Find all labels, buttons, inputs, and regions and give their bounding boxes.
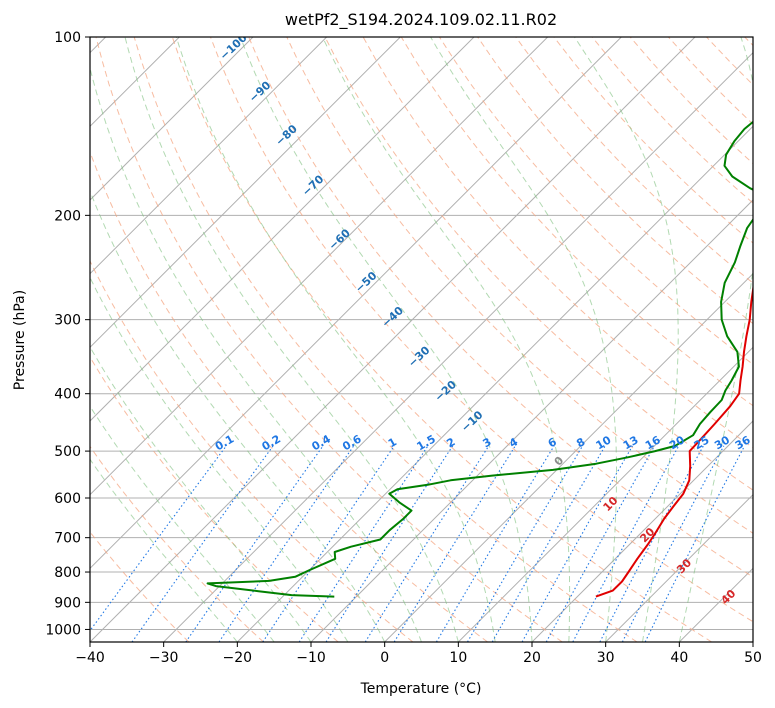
moist-adiabat-line [124,37,459,642]
isotherm-line [236,125,753,642]
dry-adiabat-line [90,445,264,642]
dry-adiabat-line [515,37,753,284]
isotherm-line [90,37,475,422]
mixing-ratio-lines [90,445,746,642]
mixing-ratio-line [467,445,584,642]
dewpoint-profile-line [206,120,753,598]
dry-adiabat-line [171,37,712,642]
y-tick-label: 1000 [45,622,81,638]
x-tick-label: −30 [149,650,179,666]
y-tick-label: 200 [54,208,81,224]
isotherm-line [457,346,753,642]
moist-adiabat-line [175,37,496,642]
mixing-ratio-line [435,445,555,642]
x-tick-label: 30 [597,650,615,666]
mixing-ratio-line [644,445,746,642]
x-tick-label: −20 [223,650,253,666]
y-tick-label: 700 [54,531,81,547]
moist-adiabat-line [90,65,422,642]
x-axis-title: Temperature (°C) [360,681,482,697]
dry-adiabat-line [90,356,339,642]
x-tick-label: 20 [523,650,541,666]
isotherm-line [90,37,401,349]
moist-adiabat-line [239,37,533,642]
x-tick-label: −40 [75,650,105,666]
x-tick-label: 40 [670,650,688,666]
isotherm-line [605,493,753,642]
plot-frame [89,36,754,643]
y-tick-label: 300 [54,313,81,329]
x-tick-label: 0 [380,650,389,666]
isotherm-line [384,272,753,642]
moist-adiabat-line [90,458,238,642]
moist-adiabat-line [90,345,312,642]
moist-adiabat-line [678,37,753,642]
y-tick-label: 600 [54,491,81,507]
isotherm-line [90,37,622,570]
y-tick-label: 800 [54,565,81,581]
mixing-ratio-line [545,445,656,642]
moist-adiabat-line [90,189,386,642]
x-tick-label: −10 [296,650,326,666]
x-tick-label: 50 [744,650,762,666]
isotherm-line [90,37,328,275]
moist-adiabat-line [90,405,275,642]
isotherm-line [90,37,254,201]
isotherm-line [90,37,549,496]
sounding-profiles [206,120,753,598]
dry-adiabat-line [90,259,414,642]
chart-title: wetPf2_S194.2024.109.02.11.R02 [285,10,557,30]
mixing-ratio-line [262,445,395,642]
mixing-ratio-line [298,445,429,642]
isotherm-line [163,51,753,642]
y-tick-label: 100 [54,30,81,46]
y-axis-ticks: 100 200 300 400 500 600 700 800 900 1000 [45,30,90,638]
temperature-profile-line [595,283,753,598]
plot-area: −100−90−80−70−60−50−40−30−20−10010203040… [90,37,753,642]
y-axis-title: Pressure (hPa) [12,290,28,390]
dry-adiabat-line [210,37,753,623]
dry-adiabat-line [133,37,638,642]
mixing-ratio-line [218,445,355,642]
mixing-ratio-line [393,445,516,642]
mixing-ratio-line [131,445,274,642]
dry-adiabats [90,37,753,642]
dry-adiabat-line [324,37,753,491]
moist-adiabat-line [430,37,617,642]
dry-adiabat-line [248,37,753,578]
y-tick-label: 400 [54,387,81,403]
mixing-ratio-line [364,445,490,642]
mixing-ratio-line [185,445,324,642]
isotherm-line [531,420,753,642]
y-tick-label: 900 [54,595,81,611]
moist-adiabat-line [90,276,349,642]
x-tick-label: 10 [449,650,467,666]
moist-adiabats [90,37,753,642]
mixing-ratio-line [521,445,633,642]
dry-adiabat-line [95,37,563,642]
mixing-ratio-line [621,445,725,642]
mixing-ratio-line [325,445,454,642]
x-axis-ticks: −40 −30 −20 −10 0 10 20 30 40 50 [75,642,762,666]
y-tick-label: 500 [54,444,81,460]
moist-adiabat-line [322,37,571,642]
moist-adiabat-line [574,37,679,642]
